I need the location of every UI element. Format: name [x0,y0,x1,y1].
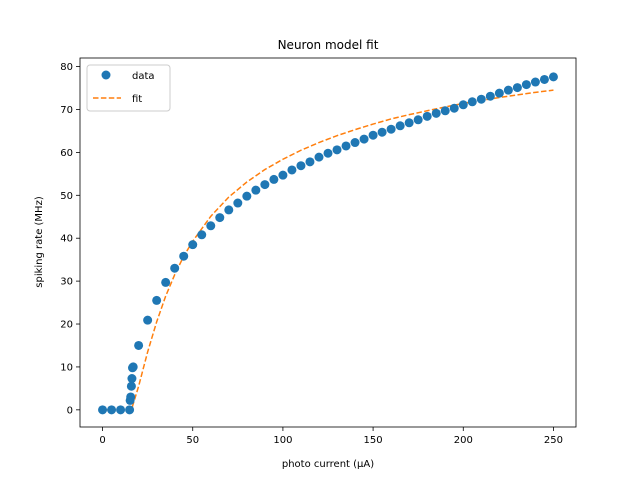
x-tick-label: 100 [273,435,292,446]
data-point [494,88,504,98]
data-point [422,111,432,121]
x-axis-label: photo current (μA) [282,459,374,470]
data-point [206,221,216,231]
y-tick-label: 10 [60,362,73,373]
data-point [125,405,135,415]
data-point [126,381,136,391]
data-point [350,138,360,148]
x-tick-label: 150 [364,435,383,446]
data-point [530,77,540,87]
y-axis-label: spiking rate (MHz) [34,196,45,288]
data-point [170,263,180,273]
y-tick-label: 0 [67,405,73,416]
data-point [127,374,137,384]
data-point [476,94,486,104]
plot-area: 0 50 100 150 200 250 0 10 20 30 40 50 60 70 80 [60,57,577,446]
data-point [440,106,450,116]
data-point [126,392,136,402]
x-tick-label: 0 [99,435,105,446]
x-tick-label: 200 [454,435,473,446]
x-tick-label: 250 [544,435,563,446]
data-point [323,148,333,158]
data-point [503,85,513,95]
x-tick-label: 50 [186,435,199,446]
legend-fit-label: fit [132,94,142,105]
y-tick-label: 20 [60,320,73,331]
data-point [233,198,243,208]
legend-data-label: data [132,71,155,82]
data-point [359,134,369,144]
data-point [548,72,558,82]
data-point [287,165,297,175]
data-point [341,141,351,151]
data-point [161,277,171,287]
data-point [332,145,342,155]
y-tick-label: 30 [60,277,73,288]
data-point [395,121,405,131]
data-point [197,230,207,240]
data-point [98,405,108,415]
data-point [188,240,198,250]
data-point [386,124,396,134]
y-tick-label: 50 [60,191,73,202]
y-tick-label: 60 [60,148,73,159]
data-point [269,174,279,184]
y-tick-label: 70 [60,105,73,116]
data-point [449,103,459,113]
data-point [305,157,315,167]
data-point [107,405,117,415]
data-point [260,180,270,190]
data-point [431,108,441,118]
legend-data-marker [101,70,111,80]
data-point [512,83,522,93]
data-point [521,80,531,90]
legend: data fit [86,64,171,112]
data-point [143,315,153,325]
data-point [242,191,252,201]
data-point [152,295,162,305]
data-point [404,118,414,128]
data-point [215,213,225,223]
data-point [458,100,468,110]
data-point [278,170,288,180]
data-point [368,130,378,140]
data-point [413,115,423,125]
data-point [539,74,549,84]
data-point [314,152,324,162]
axes-frame [79,57,577,428]
data-point [224,205,234,215]
y-tick-label: 40 [60,234,73,245]
legend-box [86,64,171,112]
data-point [485,91,495,101]
y-tick-label: 80 [60,62,73,73]
data-point [467,97,477,107]
chart-title: Neuron model fit [278,38,379,52]
data-point [116,405,126,415]
data-point [179,251,189,261]
data-point [377,127,387,137]
data-point [251,185,261,195]
data-point [134,340,144,350]
data-point [128,362,138,372]
data-point [296,161,306,171]
